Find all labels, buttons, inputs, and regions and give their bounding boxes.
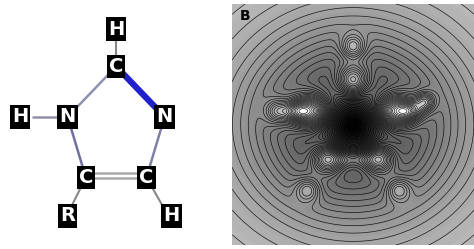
Text: N: N	[156, 107, 173, 126]
Text: C: C	[139, 168, 154, 187]
Text: C: C	[109, 57, 123, 76]
Text: A: A	[10, 21, 21, 35]
Text: C: C	[79, 168, 93, 187]
Text: 1: 1	[81, 127, 88, 137]
Text: N: N	[60, 107, 76, 126]
Text: R: R	[60, 206, 75, 225]
Text: 3: 3	[173, 127, 181, 137]
Text: H: H	[108, 20, 124, 39]
Text: B: B	[240, 9, 250, 23]
Text: H: H	[12, 107, 28, 126]
Text: H: H	[164, 206, 180, 225]
